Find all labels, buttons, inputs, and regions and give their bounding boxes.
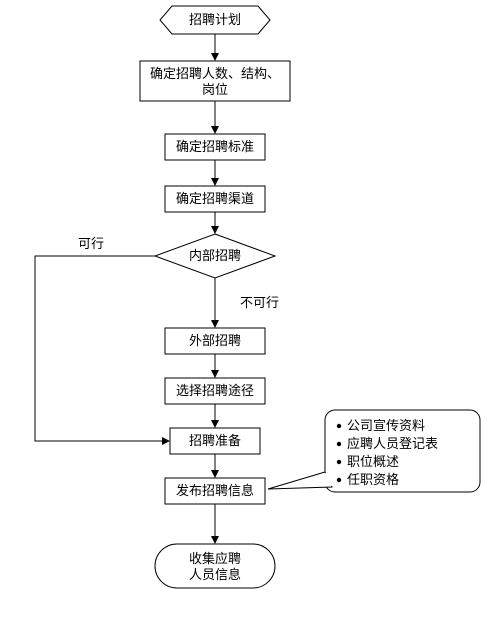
recruitment-flowchart: 招聘计划确定招聘人数、结构、岗位确定招聘标准确定招聘渠道内部招聘外部招聘选择招聘… (0, 0, 500, 633)
svg-text:确定招聘渠道: 确定招聘渠道 (176, 191, 254, 206)
svg-text:不可行: 不可行 (240, 295, 279, 310)
callout-tail (268, 472, 332, 489)
svg-text:确定招聘人数、结构、: 确定招聘人数、结构、 (150, 66, 280, 81)
svg-text:收集应聘: 收集应聘 (189, 551, 241, 566)
svg-text:公司宣传资料: 公司宣传资料 (347, 418, 425, 433)
svg-text:职位概述: 职位概述 (347, 454, 399, 469)
svg-text:招聘计划: 招聘计划 (189, 12, 241, 27)
svg-text:确定招聘标准: 确定招聘标准 (176, 139, 254, 154)
svg-text:外部招聘: 外部招聘 (189, 333, 241, 348)
svg-text:可行: 可行 (78, 236, 104, 251)
svg-text:选择招聘途径: 选择招聘途径 (176, 383, 254, 398)
feedback-edge (35, 256, 162, 441)
svg-text:岗位: 岗位 (202, 82, 228, 97)
svg-text:人员信息: 人员信息 (189, 567, 241, 582)
svg-text:招聘准备: 招聘准备 (189, 433, 241, 448)
svg-text:内部招聘: 内部招聘 (189, 248, 241, 263)
svg-text:发布招聘信息: 发布招聘信息 (176, 483, 254, 498)
svg-text:应聘人员登记表: 应聘人员登记表 (347, 436, 438, 451)
svg-text:任职资格: 任职资格 (347, 472, 399, 487)
